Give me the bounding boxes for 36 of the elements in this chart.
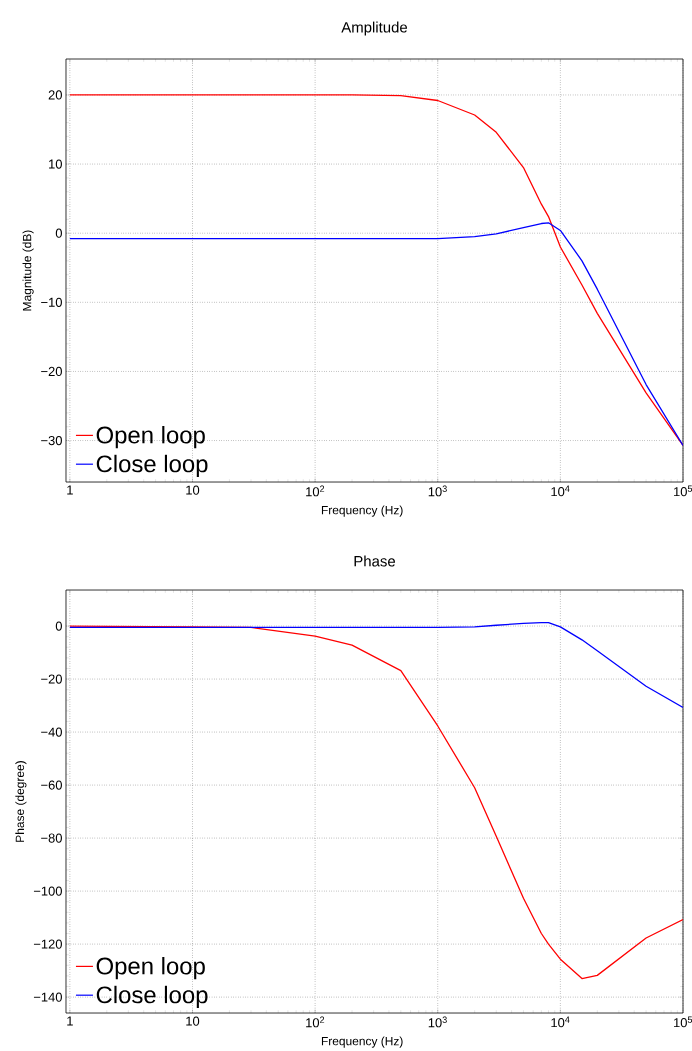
x-tick-label: 10$^{2}$	[306, 485, 325, 497]
legend-label: Open loop	[96, 425, 205, 449]
legend-label: Close loop	[96, 454, 208, 478]
x-tick-label: 10$^{4}$	[551, 1016, 570, 1028]
x-tick-label: 10$^{4}$	[551, 485, 570, 497]
x-axis-title: Frequency (Hz)	[321, 1036, 403, 1048]
y-tick-label: −140	[33, 992, 62, 1002]
legend-label: Close loop	[96, 985, 208, 1009]
y-tick-label: −60	[41, 780, 62, 790]
x-tick-label: 10	[186, 485, 200, 495]
x-tick-label: 1	[67, 485, 73, 495]
y-tick-label: −100	[33, 886, 62, 896]
x-tick-label: 10$^{5}$	[674, 485, 692, 497]
legend-label: Open loop	[96, 956, 205, 980]
y-tick-label: −30	[41, 435, 62, 446]
x-tick-label: 10$^{2}$	[306, 1016, 325, 1028]
y-tick-label: −120	[33, 939, 62, 949]
x-tick-label: 1	[67, 1016, 73, 1026]
x-tick-label: 10$^{5}$	[674, 1016, 692, 1028]
chart-title: Phase	[354, 555, 396, 567]
y-tick-label: −20	[41, 366, 62, 377]
x-tick-label: 10	[186, 1016, 200, 1026]
y-axis-title: Phase (degree)	[15, 761, 27, 842]
chart-title: Amplitude	[341, 21, 408, 36]
y-tick-label: −40	[41, 727, 62, 737]
y-tick-label: 0	[55, 621, 62, 631]
x-tick-label: 10$^{3}$	[428, 1016, 447, 1028]
y-tick-label: −80	[41, 833, 62, 843]
y-tick-label: −10	[41, 297, 62, 307]
y-tick-label: 0	[55, 228, 62, 238]
x-axis-title: Frequency (Hz)	[321, 505, 403, 517]
y-tick-label: −20	[41, 674, 62, 684]
y-tick-label: 20	[48, 90, 62, 100]
y-tick-label: 10	[49, 159, 62, 169]
x-tick-label: 10$^{3}$	[428, 485, 447, 497]
y-axis-title: Magnitude (dB)	[22, 230, 34, 311]
